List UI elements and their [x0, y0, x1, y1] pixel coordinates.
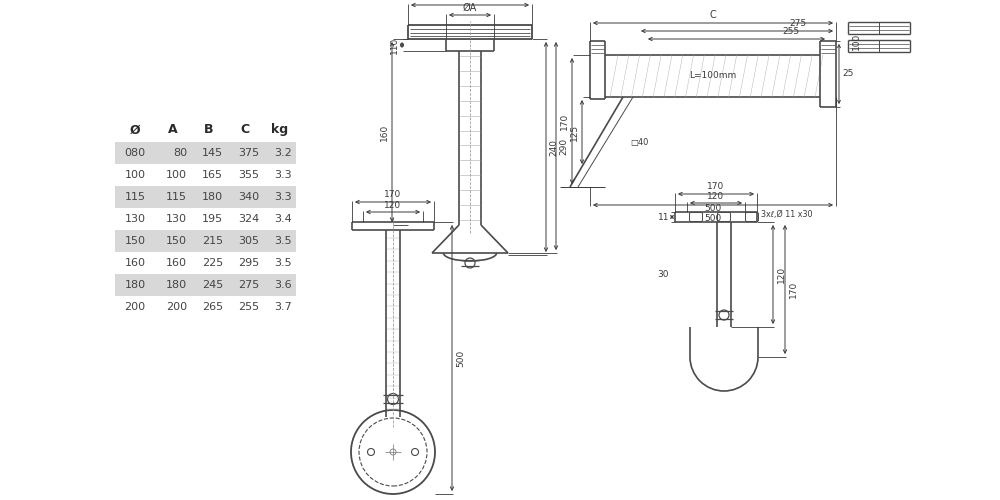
Text: 125: 125 — [570, 124, 579, 140]
Text: 165: 165 — [202, 170, 223, 180]
Text: 120: 120 — [777, 266, 786, 283]
Text: 130: 130 — [166, 214, 187, 224]
Text: 180: 180 — [124, 280, 146, 290]
Text: 100: 100 — [852, 32, 861, 50]
Text: A: A — [168, 124, 178, 136]
FancyBboxPatch shape — [690, 212, 702, 222]
Text: 290: 290 — [559, 138, 568, 154]
Text: 170: 170 — [707, 182, 725, 191]
Text: 120: 120 — [384, 201, 402, 210]
Bar — [115, 186, 296, 208]
Bar — [115, 230, 296, 252]
Text: Ø: Ø — [130, 124, 140, 136]
Text: 500: 500 — [456, 350, 465, 366]
Text: L=100mm: L=100mm — [689, 72, 736, 80]
Text: 160: 160 — [124, 258, 146, 268]
Text: 170: 170 — [560, 112, 569, 130]
Text: 145: 145 — [202, 148, 223, 158]
Text: 500: 500 — [704, 214, 722, 223]
Text: 340: 340 — [238, 192, 259, 202]
Text: 115: 115 — [124, 192, 146, 202]
Text: 200: 200 — [124, 302, 146, 312]
FancyBboxPatch shape — [718, 212, 730, 222]
Text: 3.7: 3.7 — [274, 302, 292, 312]
Bar — [115, 274, 296, 296]
Text: 265: 265 — [202, 302, 223, 312]
Text: 120: 120 — [707, 192, 725, 201]
Text: 160: 160 — [380, 124, 389, 140]
Text: 150: 150 — [124, 236, 146, 246]
Text: 3.3: 3.3 — [274, 170, 292, 180]
Text: C: C — [240, 124, 250, 136]
Text: 500: 500 — [704, 204, 722, 213]
Text: 180: 180 — [202, 192, 223, 202]
Text: 240: 240 — [549, 138, 558, 156]
Text: B: B — [204, 124, 214, 136]
Text: 11: 11 — [658, 212, 669, 222]
Text: 305: 305 — [238, 236, 259, 246]
Text: 255: 255 — [782, 27, 800, 36]
Text: 3.5: 3.5 — [274, 236, 292, 246]
Text: 3.3: 3.3 — [274, 192, 292, 202]
Text: 200: 200 — [166, 302, 187, 312]
Text: 355: 355 — [238, 170, 259, 180]
Text: 150: 150 — [166, 236, 187, 246]
Text: 110: 110 — [390, 36, 399, 54]
Text: 130: 130 — [124, 214, 146, 224]
Text: ØA: ØA — [463, 3, 477, 13]
Text: 170: 170 — [384, 190, 402, 199]
Text: 3.2: 3.2 — [274, 148, 292, 158]
Text: 375: 375 — [238, 148, 259, 158]
Text: 115: 115 — [166, 192, 187, 202]
Text: 30: 30 — [658, 270, 669, 279]
Text: 324: 324 — [238, 214, 259, 224]
Text: 3xℓ,Ø 11 x30: 3xℓ,Ø 11 x30 — [761, 210, 812, 220]
Text: 295: 295 — [238, 258, 259, 268]
Text: 25: 25 — [842, 70, 853, 78]
Text: 3.5: 3.5 — [274, 258, 292, 268]
Text: 180: 180 — [166, 280, 187, 290]
Text: 225: 225 — [202, 258, 223, 268]
Text: ØB: ØB — [463, 0, 477, 2]
Text: 100: 100 — [166, 170, 187, 180]
Text: 215: 215 — [202, 236, 223, 246]
FancyBboxPatch shape — [746, 212, 759, 222]
Text: 3.4: 3.4 — [274, 214, 292, 224]
Text: 160: 160 — [166, 258, 187, 268]
Text: 275: 275 — [789, 19, 807, 28]
Text: C: C — [710, 10, 716, 20]
Text: 275: 275 — [238, 280, 259, 290]
Text: 080: 080 — [124, 148, 146, 158]
Text: kg: kg — [271, 124, 288, 136]
Text: 170: 170 — [789, 281, 798, 298]
Text: 245: 245 — [202, 280, 223, 290]
Text: 80: 80 — [173, 148, 187, 158]
Bar — [115, 142, 296, 164]
Text: 3.6: 3.6 — [274, 280, 292, 290]
Text: 100: 100 — [124, 170, 146, 180]
Text: 255: 255 — [238, 302, 259, 312]
Text: 195: 195 — [202, 214, 223, 224]
Text: □40: □40 — [630, 138, 648, 146]
